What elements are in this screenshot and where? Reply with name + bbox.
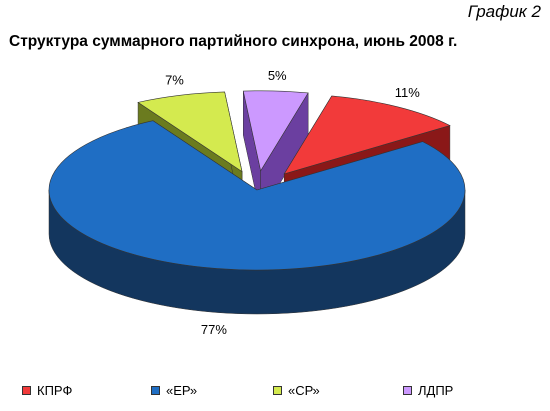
legend-swatch-kprf bbox=[22, 386, 31, 395]
legend-item-ldpr: ЛДПР bbox=[403, 383, 453, 398]
data-label-sr: 7% bbox=[165, 73, 184, 88]
legend-label-er: «ЕР» bbox=[166, 383, 198, 398]
legend-label-kprf: КПРФ bbox=[37, 383, 73, 398]
legend-swatch-sr bbox=[273, 386, 282, 395]
legend-item-er: «ЕР» bbox=[151, 383, 197, 398]
legend-item-sr: «СР» bbox=[273, 383, 320, 398]
legend-label-sr: «СР» bbox=[288, 383, 320, 398]
legend-swatch-er bbox=[151, 386, 160, 395]
data-label-kprf: 11% bbox=[395, 85, 420, 100]
chart-legend: КПРФ «ЕР» «СР» ЛДПР bbox=[0, 383, 550, 403]
slice-kprf-top bbox=[283, 95, 451, 175]
legend-label-ldpr: ЛДПР bbox=[418, 383, 454, 398]
chart-title: Структура суммарного партийного синхрона… bbox=[9, 33, 458, 50]
slice-ldpr-top bbox=[242, 90, 309, 172]
legend-swatch-ldpr bbox=[403, 386, 412, 395]
legend-item-kprf: КПРФ bbox=[22, 383, 72, 398]
data-label-er: 77% bbox=[201, 322, 227, 337]
data-label-ldpr: 5% bbox=[268, 68, 287, 83]
slice-er bbox=[48, 120, 466, 315]
chart-caption: График 2 bbox=[467, 2, 541, 21]
slice-er-top bbox=[48, 120, 466, 271]
slice-sr-top bbox=[137, 91, 243, 173]
